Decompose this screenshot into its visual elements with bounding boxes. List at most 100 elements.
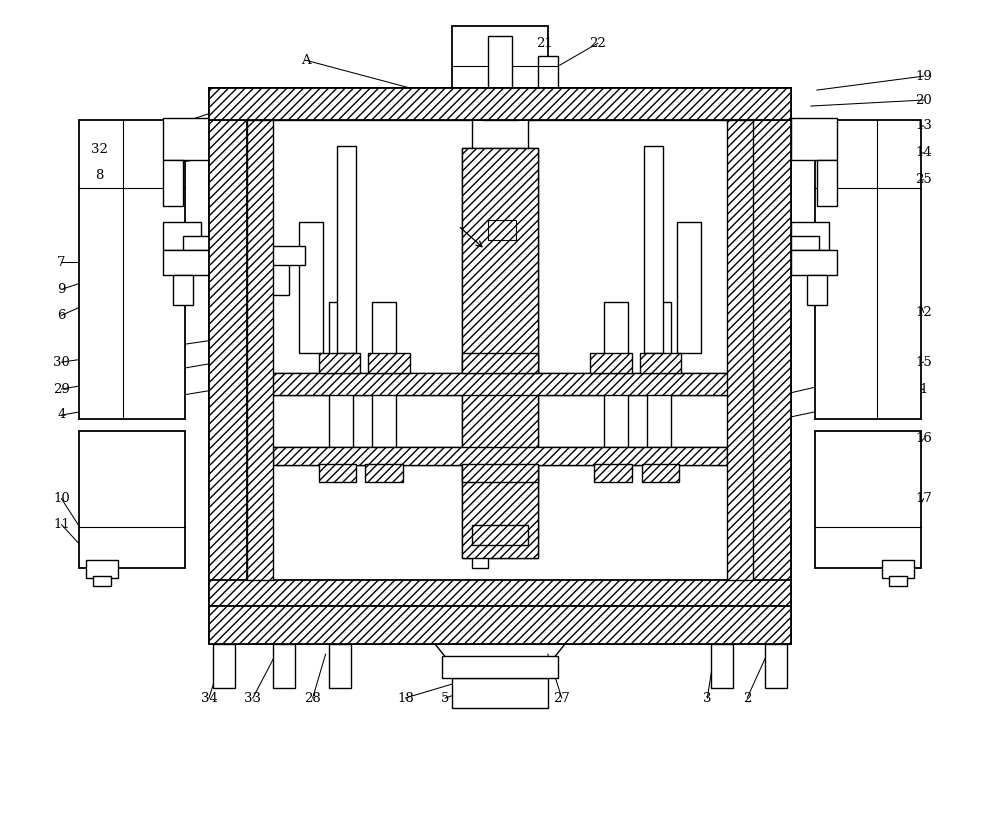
Bar	[247, 120, 273, 580]
Bar	[739, 118, 777, 160]
Bar	[462, 353, 538, 373]
Text: 32: 32	[91, 143, 108, 156]
Bar	[319, 353, 360, 373]
Bar	[791, 118, 837, 160]
Bar	[79, 120, 185, 419]
Bar	[590, 353, 632, 373]
Bar	[183, 235, 211, 249]
Bar	[79, 431, 185, 569]
Text: 3: 3	[703, 691, 712, 704]
Bar	[765, 644, 787, 688]
Text: 29: 29	[53, 382, 70, 395]
Bar	[642, 464, 679, 482]
Polygon shape	[490, 239, 512, 256]
Bar	[727, 120, 753, 580]
Bar	[791, 221, 829, 249]
Bar	[647, 302, 671, 447]
Bar	[209, 120, 247, 582]
Text: 2: 2	[743, 691, 751, 704]
Polygon shape	[435, 644, 565, 678]
Bar	[163, 118, 209, 160]
Text: 13: 13	[915, 119, 932, 132]
Bar	[791, 249, 837, 275]
Text: 1: 1	[919, 382, 928, 395]
Text: 11: 11	[53, 518, 70, 531]
Bar	[299, 221, 323, 353]
Bar	[213, 644, 235, 688]
Bar	[209, 580, 791, 606]
Text: 16: 16	[915, 432, 932, 445]
Bar	[365, 464, 403, 482]
Bar	[209, 606, 791, 644]
Bar	[223, 118, 261, 160]
Bar	[247, 373, 753, 395]
Bar	[711, 644, 733, 688]
Text: 33: 33	[244, 691, 261, 704]
Bar	[163, 221, 201, 249]
Text: 17: 17	[915, 492, 932, 505]
Bar	[882, 560, 914, 578]
Text: 19: 19	[915, 69, 932, 83]
Bar	[791, 235, 819, 249]
Bar	[86, 560, 118, 578]
Bar	[209, 88, 791, 120]
Text: 4: 4	[57, 408, 66, 422]
Text: 15: 15	[915, 355, 932, 368]
Bar	[462, 148, 538, 559]
Bar	[488, 36, 512, 88]
Bar	[640, 353, 681, 373]
Bar	[329, 302, 353, 447]
Text: 14: 14	[915, 146, 932, 159]
Bar	[462, 464, 538, 482]
Bar	[490, 197, 514, 223]
Bar	[329, 644, 351, 688]
Text: 12: 12	[915, 306, 932, 319]
Bar	[163, 249, 209, 275]
Bar	[319, 464, 356, 482]
Text: 25: 25	[915, 173, 932, 186]
Text: 8: 8	[95, 169, 104, 182]
Bar	[337, 146, 356, 353]
Bar	[247, 120, 753, 580]
Bar	[807, 275, 827, 306]
Text: 10: 10	[53, 492, 70, 505]
Text: 9: 9	[57, 283, 66, 296]
Text: 22: 22	[589, 37, 606, 50]
Bar	[273, 447, 727, 465]
Bar	[269, 252, 289, 296]
Bar	[93, 577, 111, 587]
Bar	[163, 160, 183, 206]
Bar	[462, 148, 538, 559]
Bar	[488, 87, 512, 95]
Bar	[223, 119, 777, 146]
Text: 34: 34	[201, 691, 217, 704]
Bar	[644, 146, 663, 353]
Text: 5: 5	[441, 691, 449, 704]
Text: A: A	[301, 54, 310, 67]
Bar	[815, 431, 921, 569]
Bar	[173, 275, 193, 306]
Bar	[817, 160, 837, 206]
Bar	[209, 606, 791, 644]
Bar	[594, 464, 632, 482]
Text: 20: 20	[915, 94, 932, 106]
Bar	[452, 678, 548, 708]
Bar	[442, 656, 558, 678]
Bar	[472, 545, 488, 569]
Text: 27: 27	[553, 691, 570, 704]
Bar	[372, 302, 396, 447]
Bar	[269, 246, 305, 266]
Text: 18: 18	[397, 691, 414, 704]
Bar	[482, 170, 522, 199]
Bar	[209, 88, 791, 606]
Bar	[209, 88, 791, 120]
Bar	[247, 373, 753, 395]
Text: 7: 7	[57, 256, 66, 269]
Bar	[472, 525, 528, 545]
Bar	[815, 120, 921, 419]
Bar	[889, 577, 907, 587]
Bar	[273, 644, 295, 688]
Bar	[753, 120, 791, 582]
Text: 30: 30	[53, 355, 70, 368]
Bar	[604, 302, 628, 447]
